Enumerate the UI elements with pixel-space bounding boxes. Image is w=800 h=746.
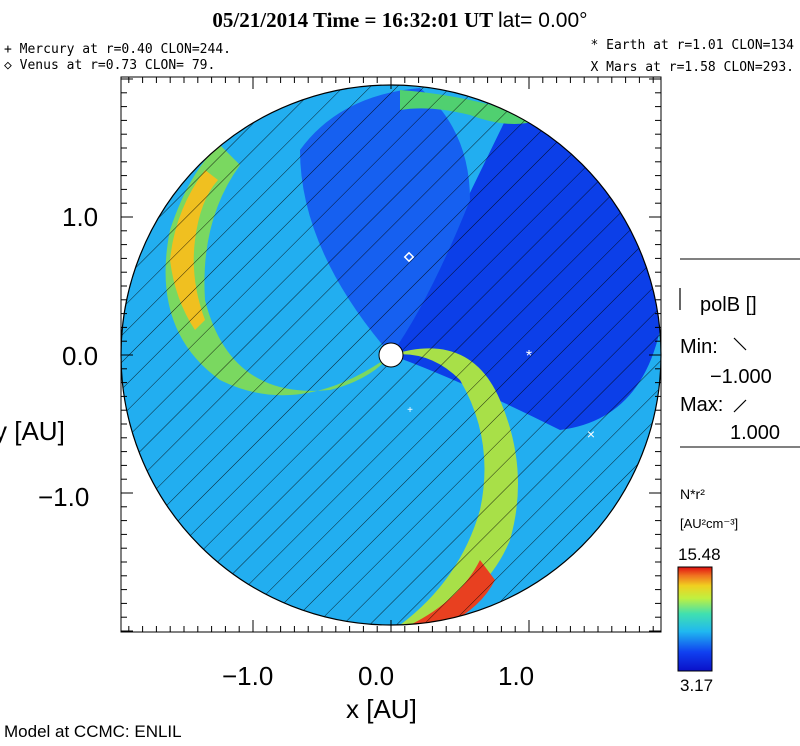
title-date: 05/21/2014: [212, 8, 309, 32]
model-credit: Model at CCMC: ENLIL: [4, 722, 182, 741]
mars-marker: ×: [587, 426, 595, 442]
y-axis-label: y [AU]: [0, 416, 65, 446]
max-label: Max:: [680, 394, 724, 416]
title-lat: lat= 0.00°: [498, 9, 588, 32]
colorbar-units: [AU²cm⁻³]: [680, 516, 739, 531]
x-axis-ticks: [128, 77, 654, 632]
max-value: 1.000: [730, 422, 781, 444]
colorbar-title: N*r²: [680, 486, 705, 502]
min-label: Min:: [680, 336, 718, 358]
mercury-info: + Mercury at r=0.40 CLON=244.: [4, 42, 231, 57]
colorbar: [677, 566, 713, 672]
min-value: −1.000: [710, 366, 772, 388]
x-tick-label: 0.0: [358, 661, 395, 691]
polarity-title: polB []: [700, 294, 757, 316]
min-slash-icon: [733, 337, 747, 351]
colorbar-max: 15.48: [678, 545, 721, 564]
y-tick-label: −1.0: [38, 482, 90, 512]
y-tick-label: 1.0: [62, 202, 99, 232]
y-axis-ticks: [121, 78, 661, 632]
x-axis-label: x [AU]: [346, 694, 417, 724]
venus-info: ◇ Venus at r=0.73 CLON= 79.: [4, 58, 216, 73]
mercury-marker: +: [407, 405, 413, 416]
y-tick-label: 0.0: [62, 341, 99, 371]
colorbar-min: 3.17: [680, 676, 714, 695]
x-tick-label: 1.0: [498, 661, 535, 691]
earth-info: * Earth at r=1.01 CLON=134: [590, 38, 795, 53]
sun-marker: [378, 342, 404, 368]
venus-marker: [403, 251, 415, 263]
title-time: 16:32:01 UT: [381, 8, 493, 32]
earth-marker: *: [526, 348, 532, 365]
mars-info: X Mars at r=1.58 CLON=293.: [590, 60, 795, 75]
title-time-label: Time =: [312, 8, 377, 32]
x-tick-label: −1.0: [222, 661, 274, 691]
plot-title: 05/21/2014 Time = 16:32:01 UT lat= 0.00°: [0, 8, 800, 33]
max-slash-icon: [733, 399, 747, 413]
